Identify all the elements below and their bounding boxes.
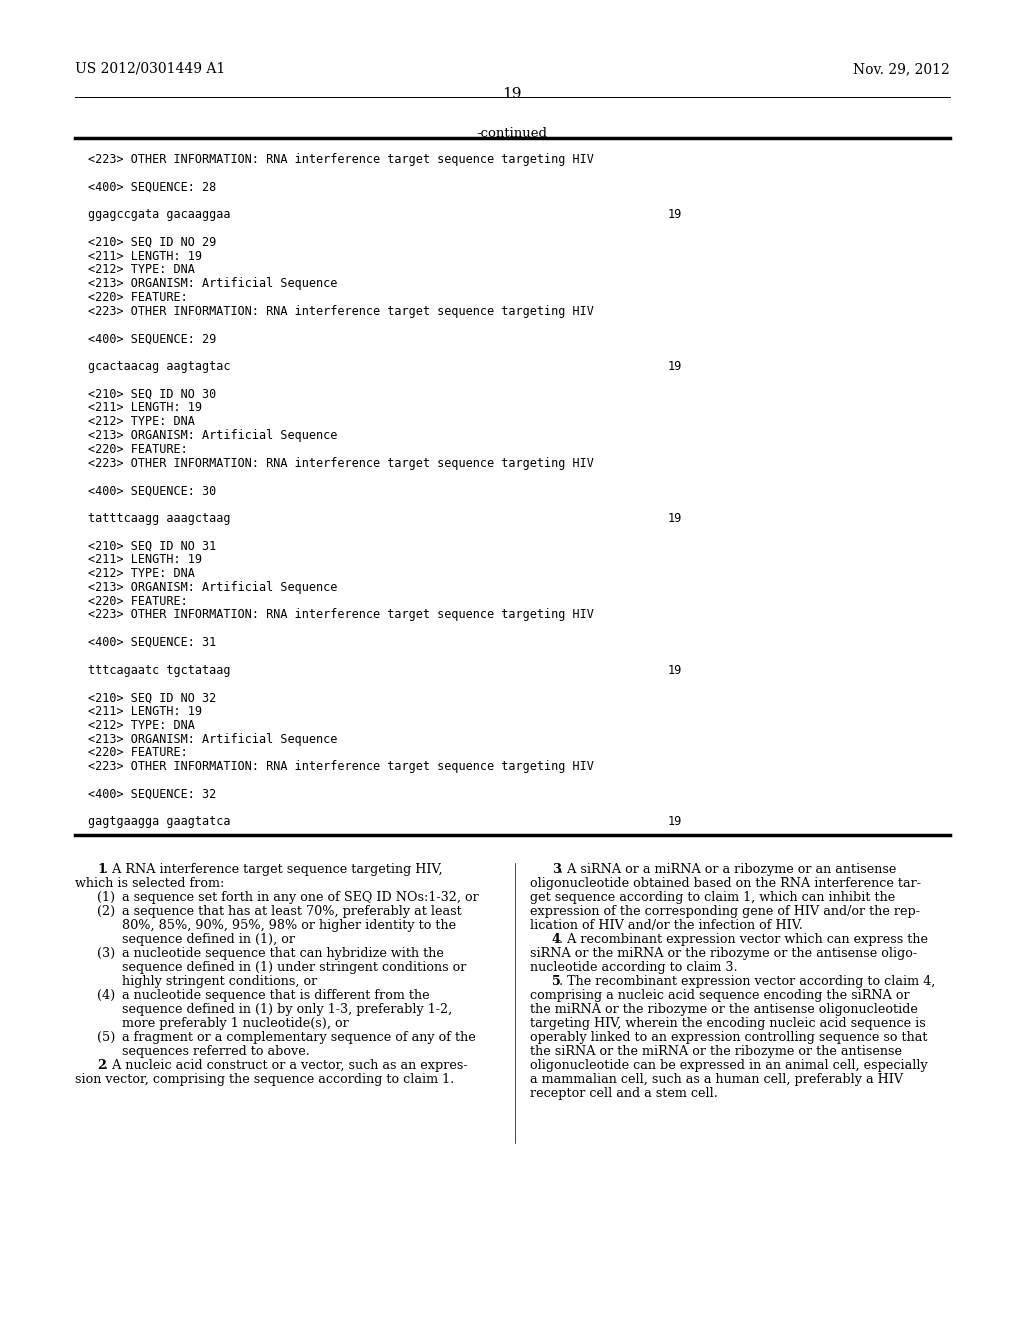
Text: receptor cell and a stem cell.: receptor cell and a stem cell. [530, 1088, 718, 1100]
Text: <400> SEQUENCE: 31: <400> SEQUENCE: 31 [88, 636, 216, 649]
Text: <223> OTHER INFORMATION: RNA interference target sequence targeting HIV: <223> OTHER INFORMATION: RNA interferenc… [88, 760, 594, 774]
Text: which is selected from:: which is selected from: [75, 878, 224, 890]
Text: targeting HIV, wherein the encoding nucleic acid sequence is: targeting HIV, wherein the encoding nucl… [530, 1018, 926, 1030]
Text: get sequence according to claim 1, which can inhibit the: get sequence according to claim 1, which… [530, 891, 895, 904]
Text: highly stringent conditions, or: highly stringent conditions, or [122, 975, 317, 989]
Text: (1): (1) [97, 891, 115, 904]
Text: the miRNA or the ribozyme or the antisense oligonucleotide: the miRNA or the ribozyme or the antisen… [530, 1003, 918, 1016]
Text: <400> SEQUENCE: 29: <400> SEQUENCE: 29 [88, 333, 216, 346]
Text: ggagccgata gacaaggaa: ggagccgata gacaaggaa [88, 209, 230, 222]
Text: <210> SEQ ID NO 32: <210> SEQ ID NO 32 [88, 692, 216, 704]
Text: Nov. 29, 2012: Nov. 29, 2012 [853, 62, 950, 77]
Text: <400> SEQUENCE: 30: <400> SEQUENCE: 30 [88, 484, 216, 498]
Text: oligonucleotide can be expressed in an animal cell, especially: oligonucleotide can be expressed in an a… [530, 1059, 928, 1072]
Text: 4: 4 [552, 933, 561, 946]
Text: oligonucleotide obtained based on the RNA interference tar-: oligonucleotide obtained based on the RN… [530, 878, 921, 890]
Text: <213> ORGANISM: Artificial Sequence: <213> ORGANISM: Artificial Sequence [88, 277, 337, 290]
Text: <220> FEATURE:: <220> FEATURE: [88, 290, 187, 304]
Text: 19: 19 [668, 209, 682, 222]
Text: <212> TYPE: DNA: <212> TYPE: DNA [88, 568, 195, 579]
Text: a fragment or a complementary sequence of any of the: a fragment or a complementary sequence o… [122, 1031, 476, 1044]
Text: comprising a nucleic acid sequence encoding the siRNA or: comprising a nucleic acid sequence encod… [530, 989, 909, 1002]
Text: <213> ORGANISM: Artificial Sequence: <213> ORGANISM: Artificial Sequence [88, 429, 337, 442]
Text: a sequence set forth in any one of SEQ ID NOs:1-32, or: a sequence set forth in any one of SEQ I… [122, 891, 479, 904]
Text: tttcagaatc tgctataag: tttcagaatc tgctataag [88, 664, 230, 677]
Text: 19: 19 [668, 512, 682, 525]
Text: more preferably 1 nucleotide(s), or: more preferably 1 nucleotide(s), or [122, 1018, 349, 1030]
Text: <211> LENGTH: 19: <211> LENGTH: 19 [88, 553, 202, 566]
Text: <212> TYPE: DNA: <212> TYPE: DNA [88, 416, 195, 428]
Text: 3: 3 [552, 863, 561, 876]
Text: lication of HIV and/or the infection of HIV.: lication of HIV and/or the infection of … [530, 919, 803, 932]
Text: operably linked to an expression controlling sequence so that: operably linked to an expression control… [530, 1031, 928, 1044]
Text: the siRNA or the miRNA or the ribozyme or the antisense: the siRNA or the miRNA or the ribozyme o… [530, 1045, 902, 1059]
Text: <220> FEATURE:: <220> FEATURE: [88, 442, 187, 455]
Text: a nucleotide sequence that is different from the: a nucleotide sequence that is different … [122, 989, 430, 1002]
Text: <213> ORGANISM: Artificial Sequence: <213> ORGANISM: Artificial Sequence [88, 581, 337, 594]
Text: <220> FEATURE:: <220> FEATURE: [88, 746, 187, 759]
Text: <220> FEATURE:: <220> FEATURE: [88, 594, 187, 607]
Text: <400> SEQUENCE: 32: <400> SEQUENCE: 32 [88, 788, 216, 801]
Text: <211> LENGTH: 19: <211> LENGTH: 19 [88, 249, 202, 263]
Text: . A siRNA or a miRNA or a ribozyme or an antisense: . A siRNA or a miRNA or a ribozyme or an… [559, 863, 896, 876]
Text: gagtgaagga gaagtatca: gagtgaagga gaagtatca [88, 816, 230, 829]
Text: <400> SEQUENCE: 28: <400> SEQUENCE: 28 [88, 181, 216, 194]
Text: . The recombinant expression vector according to claim 4,: . The recombinant expression vector acco… [559, 975, 935, 989]
Text: a sequence that has at least 70%, preferably at least: a sequence that has at least 70%, prefer… [122, 906, 462, 919]
Text: (3): (3) [97, 948, 116, 960]
Text: <213> ORGANISM: Artificial Sequence: <213> ORGANISM: Artificial Sequence [88, 733, 337, 746]
Text: 1: 1 [97, 863, 105, 876]
Text: nucleotide according to claim 3.: nucleotide according to claim 3. [530, 961, 737, 974]
Text: <223> OTHER INFORMATION: RNA interference target sequence targeting HIV: <223> OTHER INFORMATION: RNA interferenc… [88, 609, 594, 622]
Text: <212> TYPE: DNA: <212> TYPE: DNA [88, 264, 195, 276]
Text: <211> LENGTH: 19: <211> LENGTH: 19 [88, 401, 202, 414]
Text: 19: 19 [668, 664, 682, 677]
Text: sequence defined in (1) by only 1-3, preferably 1-2,: sequence defined in (1) by only 1-3, pre… [122, 1003, 453, 1016]
Text: sequences referred to above.: sequences referred to above. [122, 1045, 310, 1059]
Text: <223> OTHER INFORMATION: RNA interference target sequence targeting HIV: <223> OTHER INFORMATION: RNA interferenc… [88, 305, 594, 318]
Text: 80%, 85%, 90%, 95%, 98% or higher identity to the: 80%, 85%, 90%, 95%, 98% or higher identi… [122, 919, 456, 932]
Text: -continued: -continued [476, 127, 548, 140]
Text: sequence defined in (1), or: sequence defined in (1), or [122, 933, 295, 946]
Text: (4): (4) [97, 989, 116, 1002]
Text: <212> TYPE: DNA: <212> TYPE: DNA [88, 719, 195, 731]
Text: US 2012/0301449 A1: US 2012/0301449 A1 [75, 62, 225, 77]
Text: sion vector, comprising the sequence according to claim 1.: sion vector, comprising the sequence acc… [75, 1073, 455, 1086]
Text: tatttcaagg aaagctaag: tatttcaagg aaagctaag [88, 512, 230, 525]
Text: (2): (2) [97, 906, 116, 919]
Text: 19: 19 [668, 360, 682, 374]
Text: 19: 19 [502, 87, 522, 102]
Text: <210> SEQ ID NO 31: <210> SEQ ID NO 31 [88, 540, 216, 552]
Text: <223> OTHER INFORMATION: RNA interference target sequence targeting HIV: <223> OTHER INFORMATION: RNA interferenc… [88, 153, 594, 166]
Text: 5: 5 [552, 975, 561, 989]
Text: <211> LENGTH: 19: <211> LENGTH: 19 [88, 705, 202, 718]
Text: <210> SEQ ID NO 29: <210> SEQ ID NO 29 [88, 236, 216, 248]
Text: a mammalian cell, such as a human cell, preferably a HIV: a mammalian cell, such as a human cell, … [530, 1073, 903, 1086]
Text: (5): (5) [97, 1031, 116, 1044]
Text: 2: 2 [97, 1059, 105, 1072]
Text: . A nucleic acid construct or a vector, such as an expres-: . A nucleic acid construct or a vector, … [104, 1059, 468, 1072]
Text: siRNA or the miRNA or the ribozyme or the antisense oligo-: siRNA or the miRNA or the ribozyme or th… [530, 948, 918, 960]
Text: sequence defined in (1) under stringent conditions or: sequence defined in (1) under stringent … [122, 961, 466, 974]
Text: a nucleotide sequence that can hybridize with the: a nucleotide sequence that can hybridize… [122, 948, 443, 960]
Text: gcactaacag aagtagtac: gcactaacag aagtagtac [88, 360, 230, 374]
Text: <210> SEQ ID NO 30: <210> SEQ ID NO 30 [88, 388, 216, 400]
Text: <223> OTHER INFORMATION: RNA interference target sequence targeting HIV: <223> OTHER INFORMATION: RNA interferenc… [88, 457, 594, 470]
Text: 19: 19 [668, 816, 682, 829]
Text: . A recombinant expression vector which can express the: . A recombinant expression vector which … [559, 933, 928, 946]
Text: . A RNA interference target sequence targeting HIV,: . A RNA interference target sequence tar… [104, 863, 442, 876]
Text: expression of the corresponding gene of HIV and/or the rep-: expression of the corresponding gene of … [530, 906, 920, 919]
